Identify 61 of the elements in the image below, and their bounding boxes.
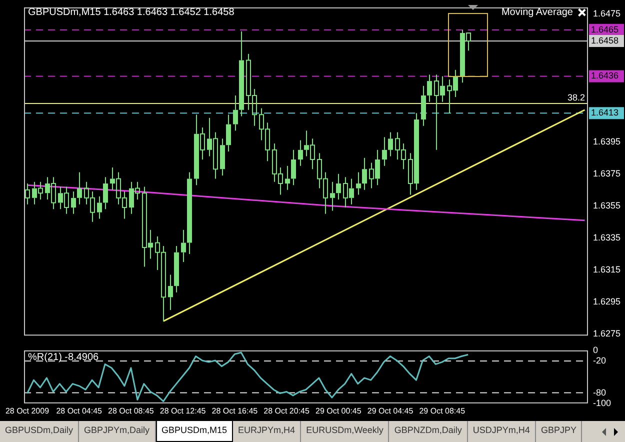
text: EURUSDm,Weekly xyxy=(301,421,390,442)
annotation: 38.2 xyxy=(567,92,585,102)
candlestick xyxy=(427,74,432,102)
y-tick-label: 0 xyxy=(593,344,598,355)
candlestick xyxy=(298,140,303,166)
ref-line-label: 1.6458 xyxy=(591,36,619,46)
candlestick xyxy=(187,172,192,254)
candlestick xyxy=(421,85,426,126)
candlestick xyxy=(25,183,30,205)
y-tick-label: 1.6375 xyxy=(593,168,621,178)
candlestick xyxy=(174,245,179,293)
x-tick-label: 28 Oct 12:45 xyxy=(160,406,206,416)
text: GBPJPY xyxy=(536,421,582,442)
x-tick-label: 28 Oct 04:45 xyxy=(56,406,103,416)
candlestick xyxy=(362,157,367,190)
candlestick xyxy=(291,149,296,186)
candlestick xyxy=(226,114,231,152)
y-tick-label: 1.6315 xyxy=(593,264,621,274)
text: EURJPYm,H4 xyxy=(233,421,302,442)
ref-line-label: 1.6465 xyxy=(591,24,619,34)
candlestick xyxy=(233,94,238,132)
x-tick-label: 29 Oct 08:45 xyxy=(419,406,466,416)
candlestick xyxy=(71,191,76,214)
candlestick xyxy=(77,172,82,205)
candlestick xyxy=(382,136,387,166)
candlestick xyxy=(220,138,225,176)
y-tick-label: 1.6275 xyxy=(593,328,621,338)
ref-line-label: 1.6413 xyxy=(591,108,619,118)
candlestick xyxy=(181,229,186,262)
y-tick-label: -20 xyxy=(593,355,606,366)
candlestick xyxy=(285,165,290,190)
candlestick xyxy=(388,132,393,157)
y-tick-label: 1.6475 xyxy=(593,8,621,18)
candlestick xyxy=(336,173,341,200)
y-tick-label: 1.6335 xyxy=(593,232,621,242)
candlestick xyxy=(97,196,102,220)
y-tick-label: 1.6295 xyxy=(593,296,621,306)
x-tick-label: 28 Oct 16:45 xyxy=(212,406,258,416)
y-tick-label: 1.6395 xyxy=(593,136,621,146)
ref-line-label: 1.6436 xyxy=(591,70,619,81)
y-tick-label: 1.6355 xyxy=(593,200,621,210)
text: USDJPYm,H4 xyxy=(468,421,536,442)
x-tick-label: 28 Oct 08:45 xyxy=(108,406,154,416)
candlestick xyxy=(330,181,335,212)
x-tick-label: 28 Oct 20:45 xyxy=(264,406,310,416)
candlestick xyxy=(239,30,244,117)
x-tick-label: 28 Oct 2009 xyxy=(5,406,50,416)
text: GBPNZDm,Daily xyxy=(389,421,468,442)
candlestick xyxy=(103,176,108,210)
x-tick-label: 29 Oct 04:45 xyxy=(367,406,414,416)
chart-title: %R(21) -8.4906 xyxy=(28,352,99,363)
candlestick xyxy=(168,274,173,310)
text: GBPJPYm,Daily xyxy=(79,421,156,442)
text: GBPUSDm,Daily xyxy=(0,421,80,442)
y-tick-label: -100 xyxy=(593,398,612,408)
x-tick-label: 29 Oct 00:45 xyxy=(316,406,362,416)
chart-title: GBPUSDm,M15 1.6463 1.6463 1.6452 1.6458 xyxy=(28,7,234,18)
candlestick xyxy=(356,172,361,196)
annotation: Moving Average xyxy=(501,7,573,18)
text: GBPUSDm,M15 xyxy=(156,421,234,442)
y-tick-label: -80 xyxy=(593,387,606,398)
